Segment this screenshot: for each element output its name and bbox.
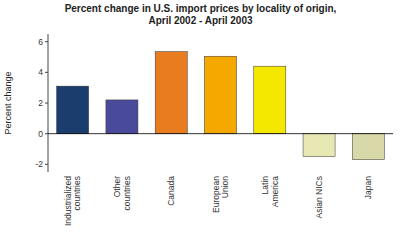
zero-line	[48, 133, 393, 134]
x-tick-label: Canada	[166, 176, 176, 206]
bars	[57, 52, 385, 160]
x-tick-label-line: countries	[72, 176, 82, 211]
x-tick-label: EuropeanUnion	[211, 176, 231, 213]
bar	[303, 134, 335, 157]
x-tick-label-line: Canada	[166, 176, 176, 206]
x-tick-label-line: Latin	[260, 176, 270, 195]
title: Percent change in U.S. import prices by …	[65, 3, 337, 26]
title-line: Percent change in U.S. import prices by …	[65, 3, 337, 14]
x-tick-label: Asian NICs	[314, 176, 324, 219]
x-tick-label-line: Other	[112, 176, 122, 197]
y-axis-label: Percent change	[3, 71, 13, 134]
bar	[352, 134, 384, 160]
x-tick-label-line: Japan	[363, 176, 373, 199]
x-tick-label: LatinAmerica	[260, 176, 280, 207]
x-tick-label: Othercountries	[112, 176, 132, 211]
y-tick	[45, 41, 48, 42]
chart-container: Percent change in U.S. import prices by …	[0, 0, 401, 238]
x-tick-label: Industrializedcountries	[63, 176, 83, 226]
bar	[155, 52, 187, 134]
y-tick-label: 4	[38, 67, 43, 77]
x-tick-label-line: European	[211, 176, 221, 213]
y-tick	[45, 103, 48, 104]
x-tick-label-line: America	[270, 176, 280, 207]
y-tick-label: 0	[38, 129, 43, 139]
x-tick-label-line: Union	[220, 176, 230, 198]
bar	[57, 86, 89, 134]
y-tick	[45, 133, 48, 134]
bar	[204, 56, 236, 133]
bar	[106, 100, 138, 134]
y-tick	[45, 164, 48, 165]
y-tick-label: 6	[38, 37, 43, 47]
bar	[254, 66, 286, 133]
x-tick-label-line: Asian NICs	[314, 176, 324, 219]
x-tick-label: Japan	[363, 176, 373, 199]
y-tick-label: -2	[35, 159, 43, 169]
x-tick-label-line: Industrialized	[63, 176, 73, 226]
title-line: April 2002 - April 2003	[148, 15, 253, 26]
y-tick-label: 2	[38, 98, 43, 108]
y-tick	[45, 72, 48, 73]
chart: Percent change in U.S. import prices by …	[0, 0, 401, 238]
x-tick-label-line: countries	[122, 176, 132, 211]
